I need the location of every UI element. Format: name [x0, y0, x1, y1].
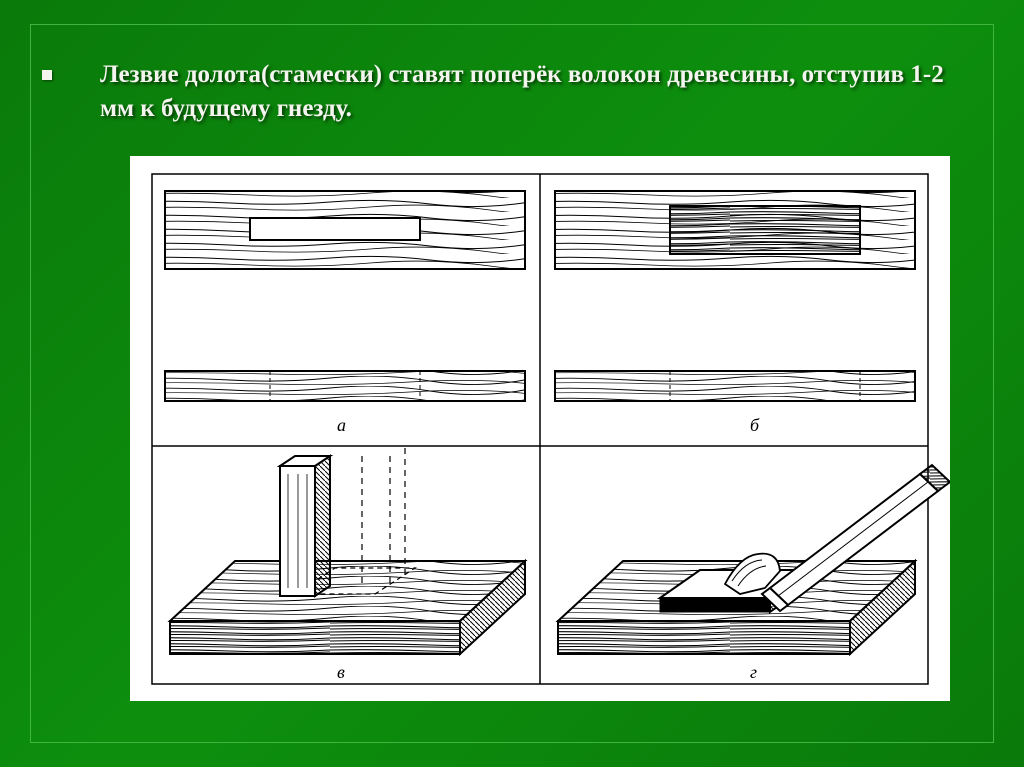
panel-g [558, 465, 950, 654]
slide: Лезвие долота(стамески) ставят поперёк в… [0, 0, 1024, 767]
diagram-container: а б [130, 156, 950, 701]
title-bullet [42, 70, 52, 80]
panel-label-g: г [750, 662, 757, 682]
slide-title: Лезвие долота(стамески) ставят поперёк в… [100, 58, 944, 126]
panel-v [170, 448, 525, 654]
woodworking-diagram: а б [130, 156, 950, 701]
panel-label-v: в [337, 662, 345, 682]
panel-label-a: а [337, 415, 346, 435]
panel-a [165, 191, 525, 401]
panel-label-b: б [750, 415, 760, 435]
panel-b [555, 191, 915, 401]
